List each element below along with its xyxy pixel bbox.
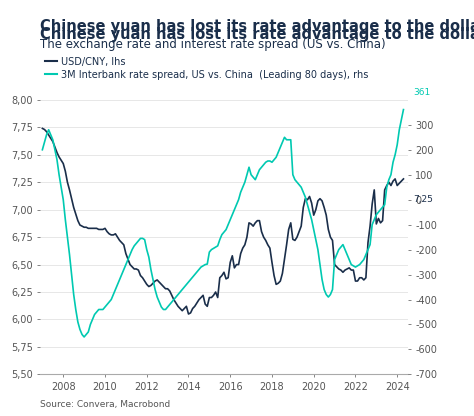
Text: The exchange rate and interest rate spread (US vs. China): The exchange rate and interest rate spre… — [40, 38, 386, 51]
Text: Source: Convera, Macrobond: Source: Convera, Macrobond — [40, 399, 171, 409]
Text: 7,25: 7,25 — [413, 195, 433, 204]
Text: Chinese yuan has lost its rate advantage to the dollar: Chinese yuan has lost its rate advantage… — [40, 27, 474, 42]
Text: Chinese yuan has lost its rate advantage to the dollar: Chinese yuan has lost its rate advantage… — [40, 19, 474, 34]
Legend: USD/CNY, lhs, 3M Interbank rate spread, US vs. China  (Leading 80 days), rhs: USD/CNY, lhs, 3M Interbank rate spread, … — [45, 57, 368, 80]
Text: 361: 361 — [413, 88, 430, 97]
